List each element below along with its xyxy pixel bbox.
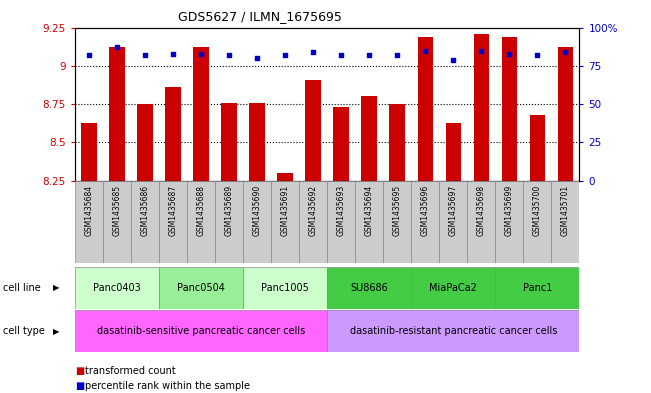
Bar: [299, 181, 327, 263]
Point: [308, 49, 318, 55]
Bar: [333, 107, 349, 181]
Bar: [495, 181, 523, 263]
Text: GSM1435689: GSM1435689: [225, 185, 234, 236]
Bar: [187, 181, 215, 263]
Point: [224, 52, 234, 58]
Text: GSM1435696: GSM1435696: [421, 185, 430, 236]
Bar: [243, 181, 271, 263]
Bar: [131, 181, 159, 263]
Point: [84, 52, 94, 58]
Text: GSM1435698: GSM1435698: [477, 185, 486, 236]
Text: cell type: cell type: [3, 326, 45, 336]
Point: [392, 52, 402, 58]
Text: GSM1435694: GSM1435694: [365, 185, 374, 236]
Bar: [327, 181, 355, 263]
Text: GSM1435686: GSM1435686: [141, 185, 150, 236]
Bar: [530, 115, 545, 181]
Point: [364, 52, 374, 58]
Text: GSM1435684: GSM1435684: [85, 185, 93, 236]
Text: GSM1435699: GSM1435699: [505, 185, 514, 236]
Point: [196, 50, 206, 57]
Point: [504, 50, 514, 57]
Point: [168, 50, 178, 57]
Bar: [361, 96, 377, 181]
Bar: [305, 80, 321, 181]
Bar: [75, 310, 327, 352]
Bar: [215, 181, 243, 263]
Bar: [75, 267, 159, 309]
Bar: [523, 181, 551, 263]
Bar: [411, 181, 439, 263]
Bar: [473, 34, 489, 181]
Text: GSM1435693: GSM1435693: [337, 185, 346, 236]
Point: [252, 55, 262, 61]
Text: ■: ■: [75, 366, 84, 376]
Text: GSM1435687: GSM1435687: [169, 185, 178, 236]
Bar: [193, 48, 209, 181]
Bar: [109, 48, 124, 181]
Text: GSM1435691: GSM1435691: [281, 185, 290, 236]
Text: dasatinib-resistant pancreatic cancer cells: dasatinib-resistant pancreatic cancer ce…: [350, 326, 557, 336]
Point: [280, 52, 290, 58]
Text: Panc1005: Panc1005: [261, 283, 309, 293]
Bar: [327, 310, 579, 352]
Point: [140, 52, 150, 58]
Text: GSM1435695: GSM1435695: [393, 185, 402, 236]
Text: GSM1435697: GSM1435697: [449, 185, 458, 236]
Bar: [271, 181, 299, 263]
Text: GDS5627 / ILMN_1675695: GDS5627 / ILMN_1675695: [178, 10, 342, 23]
Text: Panc1: Panc1: [523, 283, 552, 293]
Text: GSM1435685: GSM1435685: [113, 185, 121, 236]
Text: ▶: ▶: [53, 283, 60, 292]
Text: MiaPaCa2: MiaPaCa2: [429, 283, 477, 293]
Bar: [165, 87, 181, 181]
Point: [336, 52, 346, 58]
Text: Panc0403: Panc0403: [93, 283, 141, 293]
Bar: [243, 267, 327, 309]
Bar: [417, 37, 433, 181]
Point: [560, 49, 570, 55]
Bar: [439, 181, 467, 263]
Text: GSM1435690: GSM1435690: [253, 185, 262, 236]
Point: [476, 48, 486, 54]
Bar: [159, 181, 187, 263]
Text: dasatinib-sensitive pancreatic cancer cells: dasatinib-sensitive pancreatic cancer ce…: [97, 326, 305, 336]
Bar: [495, 267, 579, 309]
Text: transformed count: transformed count: [85, 366, 175, 376]
Text: GSM1435700: GSM1435700: [533, 185, 542, 236]
Bar: [502, 37, 517, 181]
Bar: [277, 173, 293, 181]
Bar: [249, 103, 265, 181]
Bar: [445, 123, 461, 181]
Text: percentile rank within the sample: percentile rank within the sample: [85, 381, 249, 391]
Bar: [221, 103, 237, 181]
Point: [448, 57, 458, 63]
Text: cell line: cell line: [3, 283, 41, 293]
Bar: [327, 267, 411, 309]
Bar: [383, 181, 411, 263]
Bar: [558, 48, 573, 181]
Point: [420, 48, 430, 54]
Bar: [467, 181, 495, 263]
Text: ▶: ▶: [53, 327, 60, 336]
Text: ■: ■: [75, 381, 84, 391]
Text: Panc0504: Panc0504: [177, 283, 225, 293]
Bar: [75, 181, 103, 263]
Point: [112, 44, 122, 51]
Text: GSM1435692: GSM1435692: [309, 185, 318, 236]
Bar: [137, 104, 152, 181]
Bar: [103, 181, 131, 263]
Bar: [389, 104, 405, 181]
Text: GSM1435701: GSM1435701: [561, 185, 570, 236]
Point: [532, 52, 542, 58]
Bar: [411, 267, 495, 309]
Text: GSM1435688: GSM1435688: [197, 185, 206, 236]
Bar: [81, 123, 96, 181]
Text: SU8686: SU8686: [350, 283, 388, 293]
Bar: [355, 181, 383, 263]
Bar: [551, 181, 579, 263]
Bar: [159, 267, 243, 309]
